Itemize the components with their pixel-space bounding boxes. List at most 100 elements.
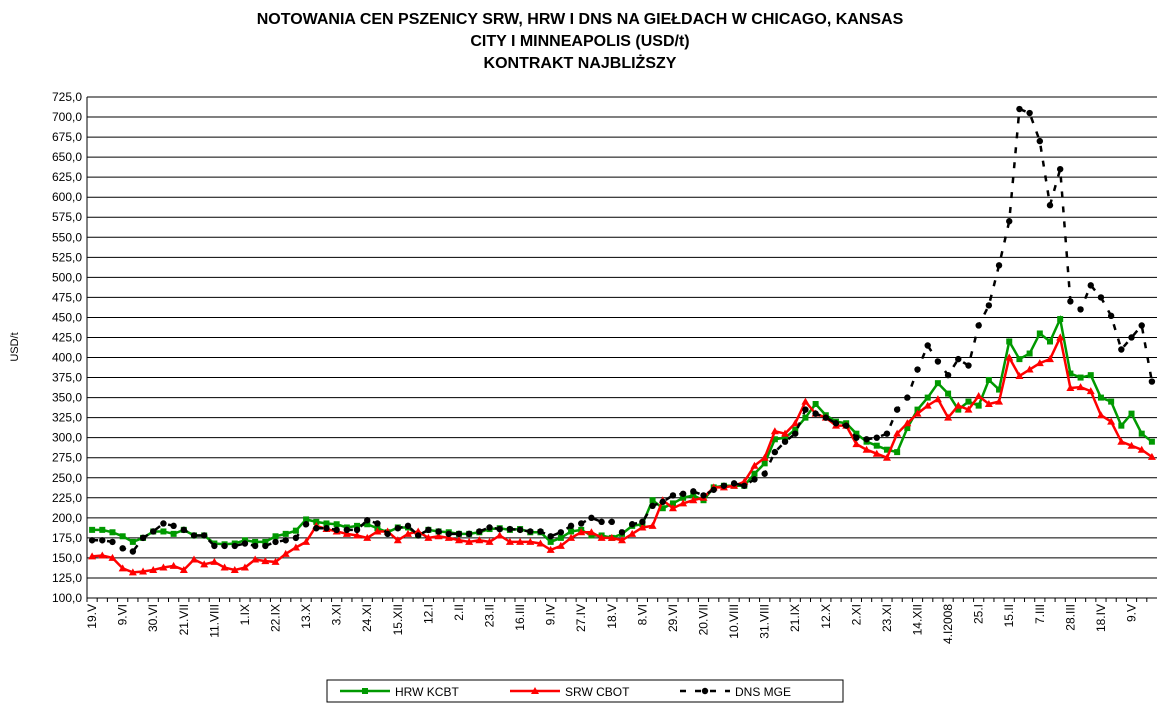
data-point — [741, 482, 748, 489]
data-point — [118, 564, 127, 572]
y-tick-label: 150,0 — [52, 551, 82, 565]
data-point — [109, 538, 116, 546]
data-point — [791, 419, 800, 427]
data-point — [568, 528, 575, 535]
data-point — [781, 438, 789, 445]
data-point — [1026, 109, 1033, 117]
data-point — [883, 430, 891, 437]
data-point — [1026, 350, 1033, 357]
x-tick-label: 24.XI — [360, 604, 374, 632]
data-point — [373, 527, 382, 535]
data-point — [608, 518, 616, 526]
data-point — [1097, 394, 1104, 401]
data-point — [984, 400, 993, 408]
data-point — [302, 521, 310, 528]
x-tick-label: 11.VIII — [207, 604, 221, 638]
data-point — [985, 302, 993, 309]
data-point — [505, 537, 514, 545]
data-point — [220, 563, 229, 571]
data-point — [904, 425, 911, 432]
data-point — [160, 520, 167, 527]
data-point — [1006, 218, 1013, 225]
x-tick-label: 30.VI — [146, 604, 160, 632]
data-point — [1015, 371, 1024, 379]
data-point — [251, 555, 260, 563]
data-point — [680, 494, 687, 501]
data-point — [659, 505, 666, 512]
data-point — [852, 440, 861, 448]
y-tick-label: 200,0 — [52, 511, 82, 525]
data-point — [689, 496, 698, 504]
data-point — [924, 394, 931, 401]
data-point — [598, 518, 605, 526]
data-point — [149, 565, 158, 573]
data-point — [465, 530, 473, 538]
data-point — [139, 567, 148, 575]
data-point — [872, 449, 881, 457]
data-point — [454, 536, 463, 544]
x-tick-label: 9.V — [1125, 604, 1139, 622]
data-point — [1046, 355, 1054, 363]
data-point — [964, 405, 973, 413]
data-point — [1118, 346, 1125, 353]
data-point — [404, 529, 412, 537]
data-point — [1016, 105, 1023, 113]
data-point — [170, 530, 177, 537]
data-point — [384, 530, 391, 538]
legend-box — [326, 679, 844, 703]
data-point — [1067, 370, 1074, 377]
legend-label: SRW CBOT — [565, 685, 630, 699]
data-point — [1087, 282, 1094, 289]
data-point — [526, 537, 535, 545]
x-tick-label: 9.VI — [116, 604, 130, 625]
x-tick-label: 29.VI — [666, 604, 680, 632]
data-point — [221, 542, 228, 550]
data-point — [1046, 202, 1054, 209]
data-point — [1127, 441, 1136, 449]
data-point — [1025, 365, 1034, 373]
data-point — [231, 542, 238, 550]
data-point — [282, 537, 289, 544]
data-point — [792, 426, 799, 433]
data-point — [679, 490, 687, 497]
data-point — [1096, 411, 1105, 419]
data-point — [537, 528, 544, 535]
legend-marker — [701, 687, 709, 695]
data-point — [1036, 330, 1043, 337]
data-point — [588, 514, 595, 522]
chart-title: KONTRAKT NAJBLIŻSZY — [484, 54, 677, 72]
data-point — [434, 532, 443, 540]
x-tick-label: 14.XII — [911, 604, 925, 635]
data-point — [659, 498, 666, 506]
data-point — [354, 522, 361, 529]
data-point — [119, 533, 126, 540]
data-point — [955, 355, 962, 363]
y-tick-label: 725,0 — [52, 90, 82, 104]
data-point — [353, 526, 361, 534]
y-tick-label: 500,0 — [52, 270, 82, 284]
data-point — [424, 533, 433, 541]
data-point — [485, 537, 494, 545]
data-point — [669, 492, 677, 499]
data-point — [955, 406, 962, 413]
data-point — [1118, 422, 1125, 429]
data-point — [690, 488, 697, 495]
data-point — [924, 342, 931, 349]
data-point — [577, 528, 586, 536]
data-point — [669, 500, 676, 507]
data-point — [751, 470, 758, 477]
x-tick-label: 3.XI — [330, 604, 344, 625]
data-point — [710, 486, 717, 493]
data-point — [995, 397, 1004, 405]
data-point — [261, 557, 270, 565]
data-point — [374, 520, 381, 527]
data-point — [292, 527, 299, 534]
data-point — [893, 406, 901, 413]
data-point — [965, 398, 972, 405]
data-point — [771, 436, 778, 443]
x-tick-label: 16.III — [513, 604, 527, 631]
x-tick-label: 10.VIII — [727, 604, 741, 639]
data-point — [1087, 372, 1094, 379]
x-tick-label: 18.V — [605, 604, 619, 629]
x-tick-label: 20.VII — [697, 604, 711, 635]
